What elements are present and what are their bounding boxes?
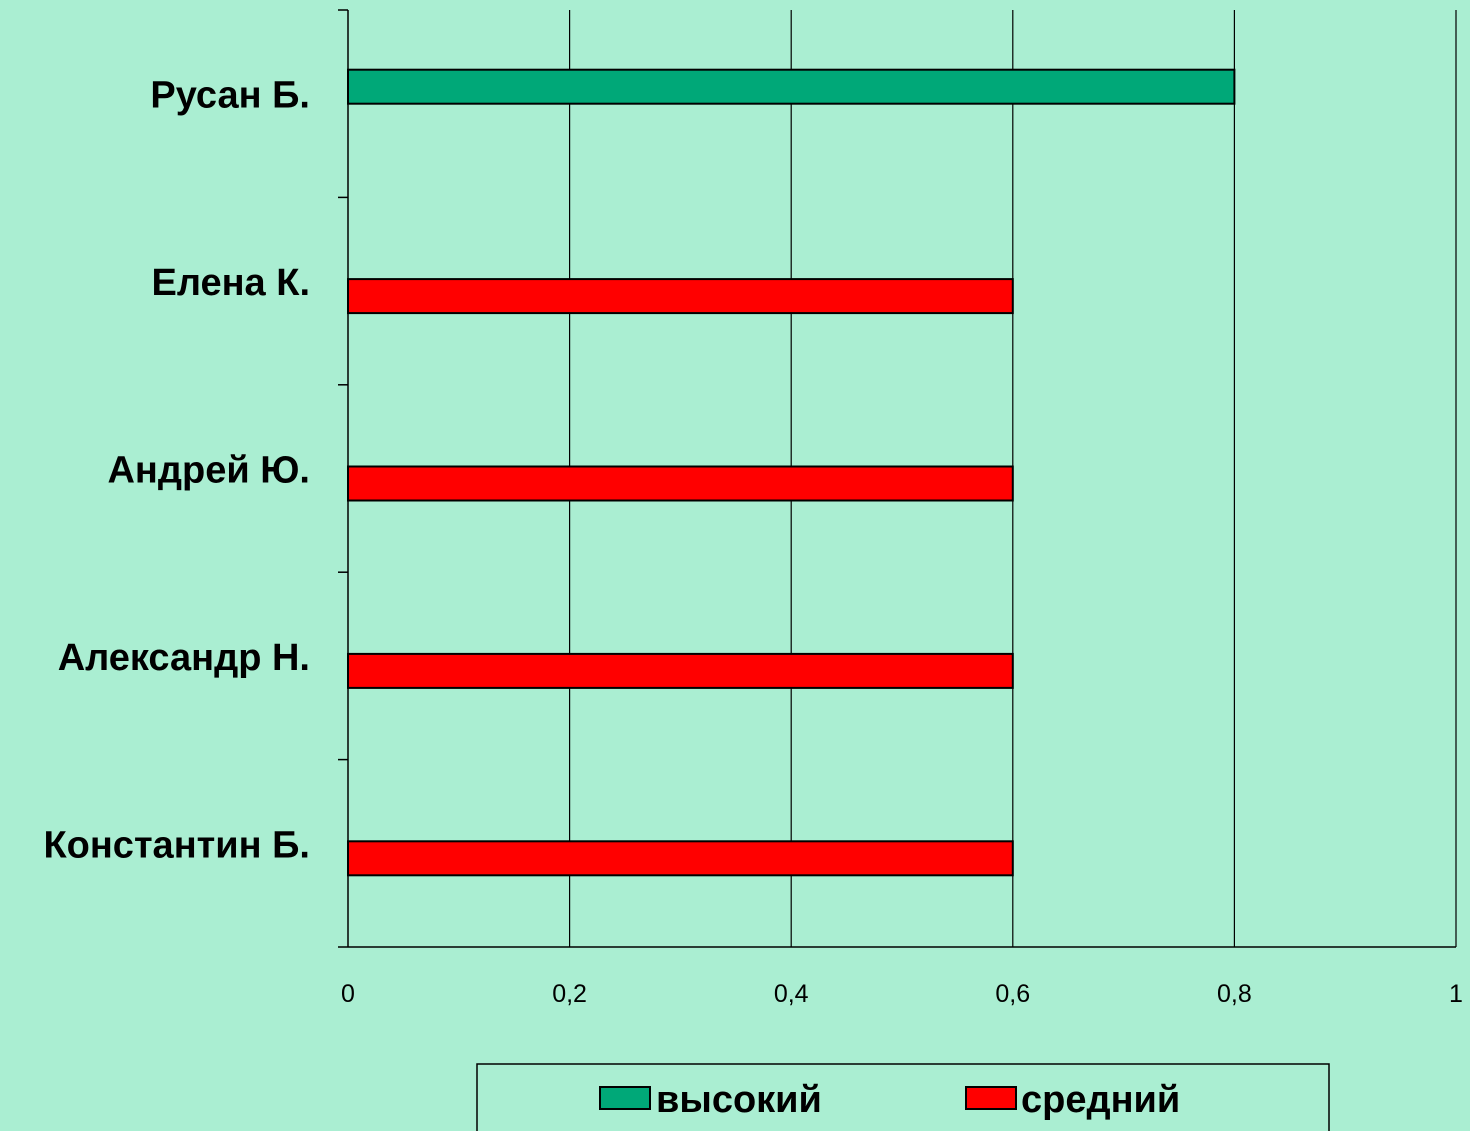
bar-средний — [347, 278, 1014, 315]
x-tick-label: 0,8 — [1217, 980, 1252, 1008]
legend-label: высокий — [656, 1079, 822, 1121]
category-label: Русан Б. — [150, 75, 310, 117]
x-tick-label: 0,2 — [552, 980, 587, 1008]
category-label: Александр Н. — [58, 637, 310, 679]
category-label: Константин Б. — [43, 824, 310, 866]
axes — [338, 9, 1456, 948]
legend-swatch — [599, 1086, 651, 1110]
bar-высокий — [347, 68, 1236, 105]
legend-swatch — [965, 1086, 1017, 1110]
bar-средний — [347, 652, 1014, 689]
legend-label: средний — [1021, 1079, 1180, 1121]
x-tick-label: 0 — [341, 980, 355, 1008]
legend: высокий средний — [476, 1063, 1330, 1131]
category-label: Андрей Ю. — [107, 450, 310, 492]
x-tick-label: 0,6 — [995, 980, 1030, 1008]
x-tick-label: 0,4 — [774, 980, 809, 1008]
category-labels: Русан Б. Елена К. Андрей Ю. Александр Н. Кон… — [43, 75, 310, 867]
bar-средний — [347, 840, 1014, 877]
legend-box — [476, 1063, 1330, 1131]
bar-средний — [347, 465, 1014, 502]
category-label: Елена К. — [151, 262, 310, 304]
x-tick-labels: 0 0,2 0,4 0,6 0,8 1 — [341, 980, 1463, 1008]
x-tick-label: 1 — [1449, 980, 1463, 1008]
